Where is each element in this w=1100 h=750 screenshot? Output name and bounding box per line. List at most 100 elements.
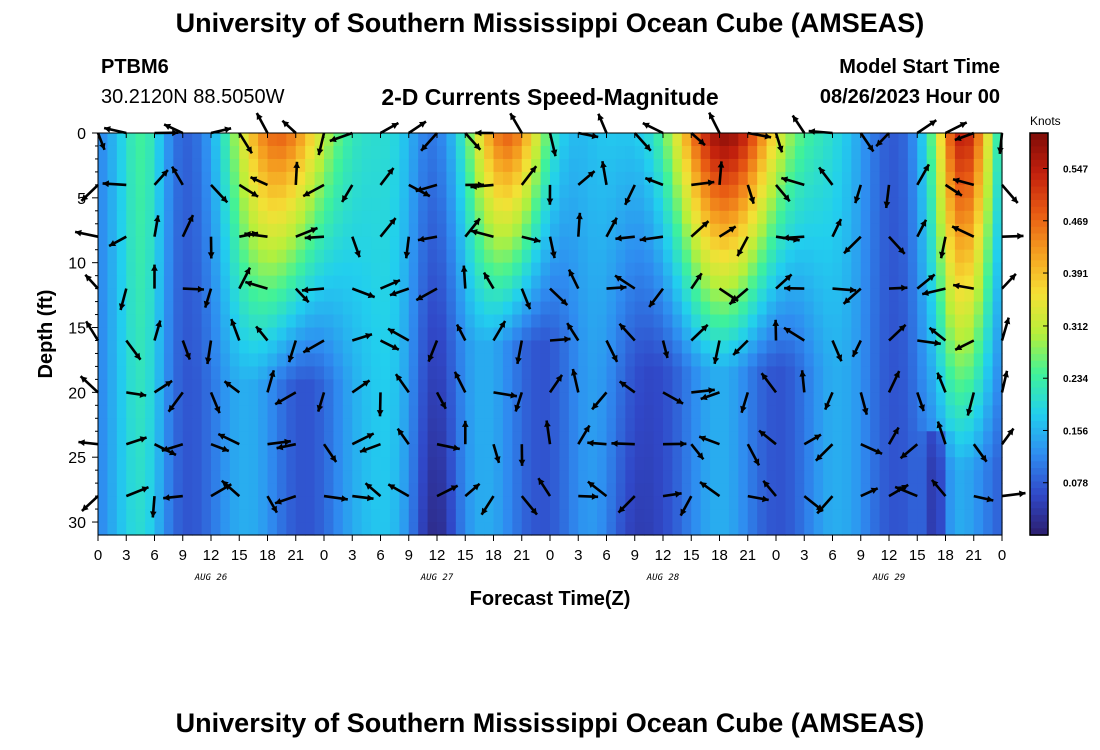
heatmap-cell	[305, 210, 316, 225]
heatmap-cell	[286, 405, 297, 419]
heatmap-cell	[446, 210, 457, 225]
heatmap-cell	[512, 249, 523, 264]
heatmap-cell	[851, 431, 862, 445]
heatmap-cell	[305, 418, 316, 432]
heatmap-cell	[211, 470, 222, 484]
heatmap-cell	[597, 223, 608, 238]
heatmap-cell	[267, 340, 278, 355]
heatmap-cell	[126, 197, 137, 212]
heatmap-cell	[747, 431, 758, 445]
heatmap-cell	[634, 223, 645, 238]
heatmap-cell	[211, 379, 222, 393]
heatmap-cell	[286, 483, 297, 497]
heatmap-cell	[540, 145, 551, 160]
heatmap-cell	[898, 158, 909, 173]
heatmap-cell	[907, 392, 918, 406]
heatmap-cell	[239, 418, 250, 432]
heatmap-cell	[295, 496, 306, 510]
heatmap-cell	[295, 197, 306, 212]
heatmap-cell	[484, 236, 495, 251]
heatmap-cell	[625, 379, 636, 393]
current-vector-arrow	[509, 112, 523, 134]
heatmap-cell	[521, 314, 532, 329]
heatmap-cell	[295, 444, 306, 458]
heatmap-cell	[898, 301, 909, 316]
heatmap-cell	[832, 418, 843, 432]
heatmap-cell	[493, 457, 504, 471]
heatmap-cell	[728, 158, 739, 173]
heatmap-cell	[644, 262, 655, 277]
heatmap-cell	[163, 509, 174, 523]
heatmap-cell	[418, 418, 429, 432]
heatmap-cell	[663, 262, 674, 277]
heatmap-cell	[804, 496, 815, 510]
heatmap-cell	[258, 301, 269, 316]
heatmap-cell	[898, 431, 909, 445]
heatmap-cell	[813, 210, 824, 225]
heatmap-cell	[964, 522, 975, 536]
heatmap-cell	[116, 171, 127, 186]
heatmap-cell	[945, 327, 956, 342]
heatmap-cell	[427, 444, 438, 458]
heatmap-cell	[465, 301, 476, 316]
heatmap-cell	[973, 431, 984, 445]
heatmap-cell	[794, 340, 805, 355]
heatmap-cell	[333, 379, 344, 393]
heatmap-cell	[587, 379, 598, 393]
heatmap-cell	[983, 288, 994, 303]
heatmap-cell	[907, 275, 918, 290]
colorbar-segment	[1030, 354, 1048, 362]
heatmap-cell	[559, 496, 570, 510]
heatmap-cell	[870, 171, 881, 186]
heatmap-cell	[371, 353, 382, 368]
heatmap-cell	[116, 133, 127, 147]
heatmap-cell	[870, 379, 881, 393]
heatmap-cell	[248, 223, 259, 238]
heatmap-cell	[427, 288, 438, 303]
heatmap-cell	[917, 392, 928, 406]
heatmap-cell	[380, 197, 391, 212]
station-id: PTBM6	[101, 56, 169, 78]
heatmap-cell	[239, 392, 250, 406]
heatmap-cell	[747, 236, 758, 251]
heatmap-cell	[615, 470, 626, 484]
heatmap-cell	[512, 366, 523, 380]
current-vector-arrow	[181, 340, 192, 361]
colorbar-segment	[1030, 427, 1048, 436]
heatmap-cell	[757, 249, 768, 264]
heatmap-cell	[201, 314, 212, 329]
heatmap-cell	[653, 340, 664, 355]
heatmap-cell	[964, 223, 975, 238]
heatmap-cell	[333, 327, 344, 342]
heatmap-cell	[710, 223, 721, 238]
heatmap-cell	[333, 223, 344, 238]
heatmap-cell	[776, 301, 787, 316]
heatmap-cell	[201, 470, 212, 484]
heatmap-cell	[634, 288, 645, 303]
current-vector-arrow	[611, 440, 635, 447]
heatmap-cell	[389, 379, 400, 393]
heatmap-cell	[634, 236, 645, 251]
current-vector-arrow	[917, 339, 941, 347]
heatmap-cell	[521, 288, 532, 303]
heatmap-cell	[973, 145, 984, 160]
heatmap-cell	[531, 158, 542, 173]
heatmap-cell	[634, 470, 645, 484]
heatmap-cell	[342, 327, 353, 342]
current-vector-arrow	[814, 443, 834, 462]
heatmap-cell	[521, 197, 532, 212]
heatmap-cell	[154, 431, 165, 445]
heatmap-cell	[182, 418, 193, 432]
heatmap-cell	[728, 392, 739, 406]
heatmap-cell	[964, 418, 975, 432]
heatmap-cell	[653, 197, 664, 212]
current-vector-arrow	[274, 494, 297, 505]
heatmap-cell	[851, 133, 862, 147]
heatmap-cell	[898, 353, 909, 368]
heatmap-cell	[860, 496, 871, 510]
colorbar-segment	[1030, 173, 1048, 181]
heatmap-cell	[663, 275, 674, 290]
heatmap-cell	[823, 431, 834, 445]
heatmap-cell	[333, 392, 344, 406]
current-vector-arrow	[548, 374, 564, 394]
